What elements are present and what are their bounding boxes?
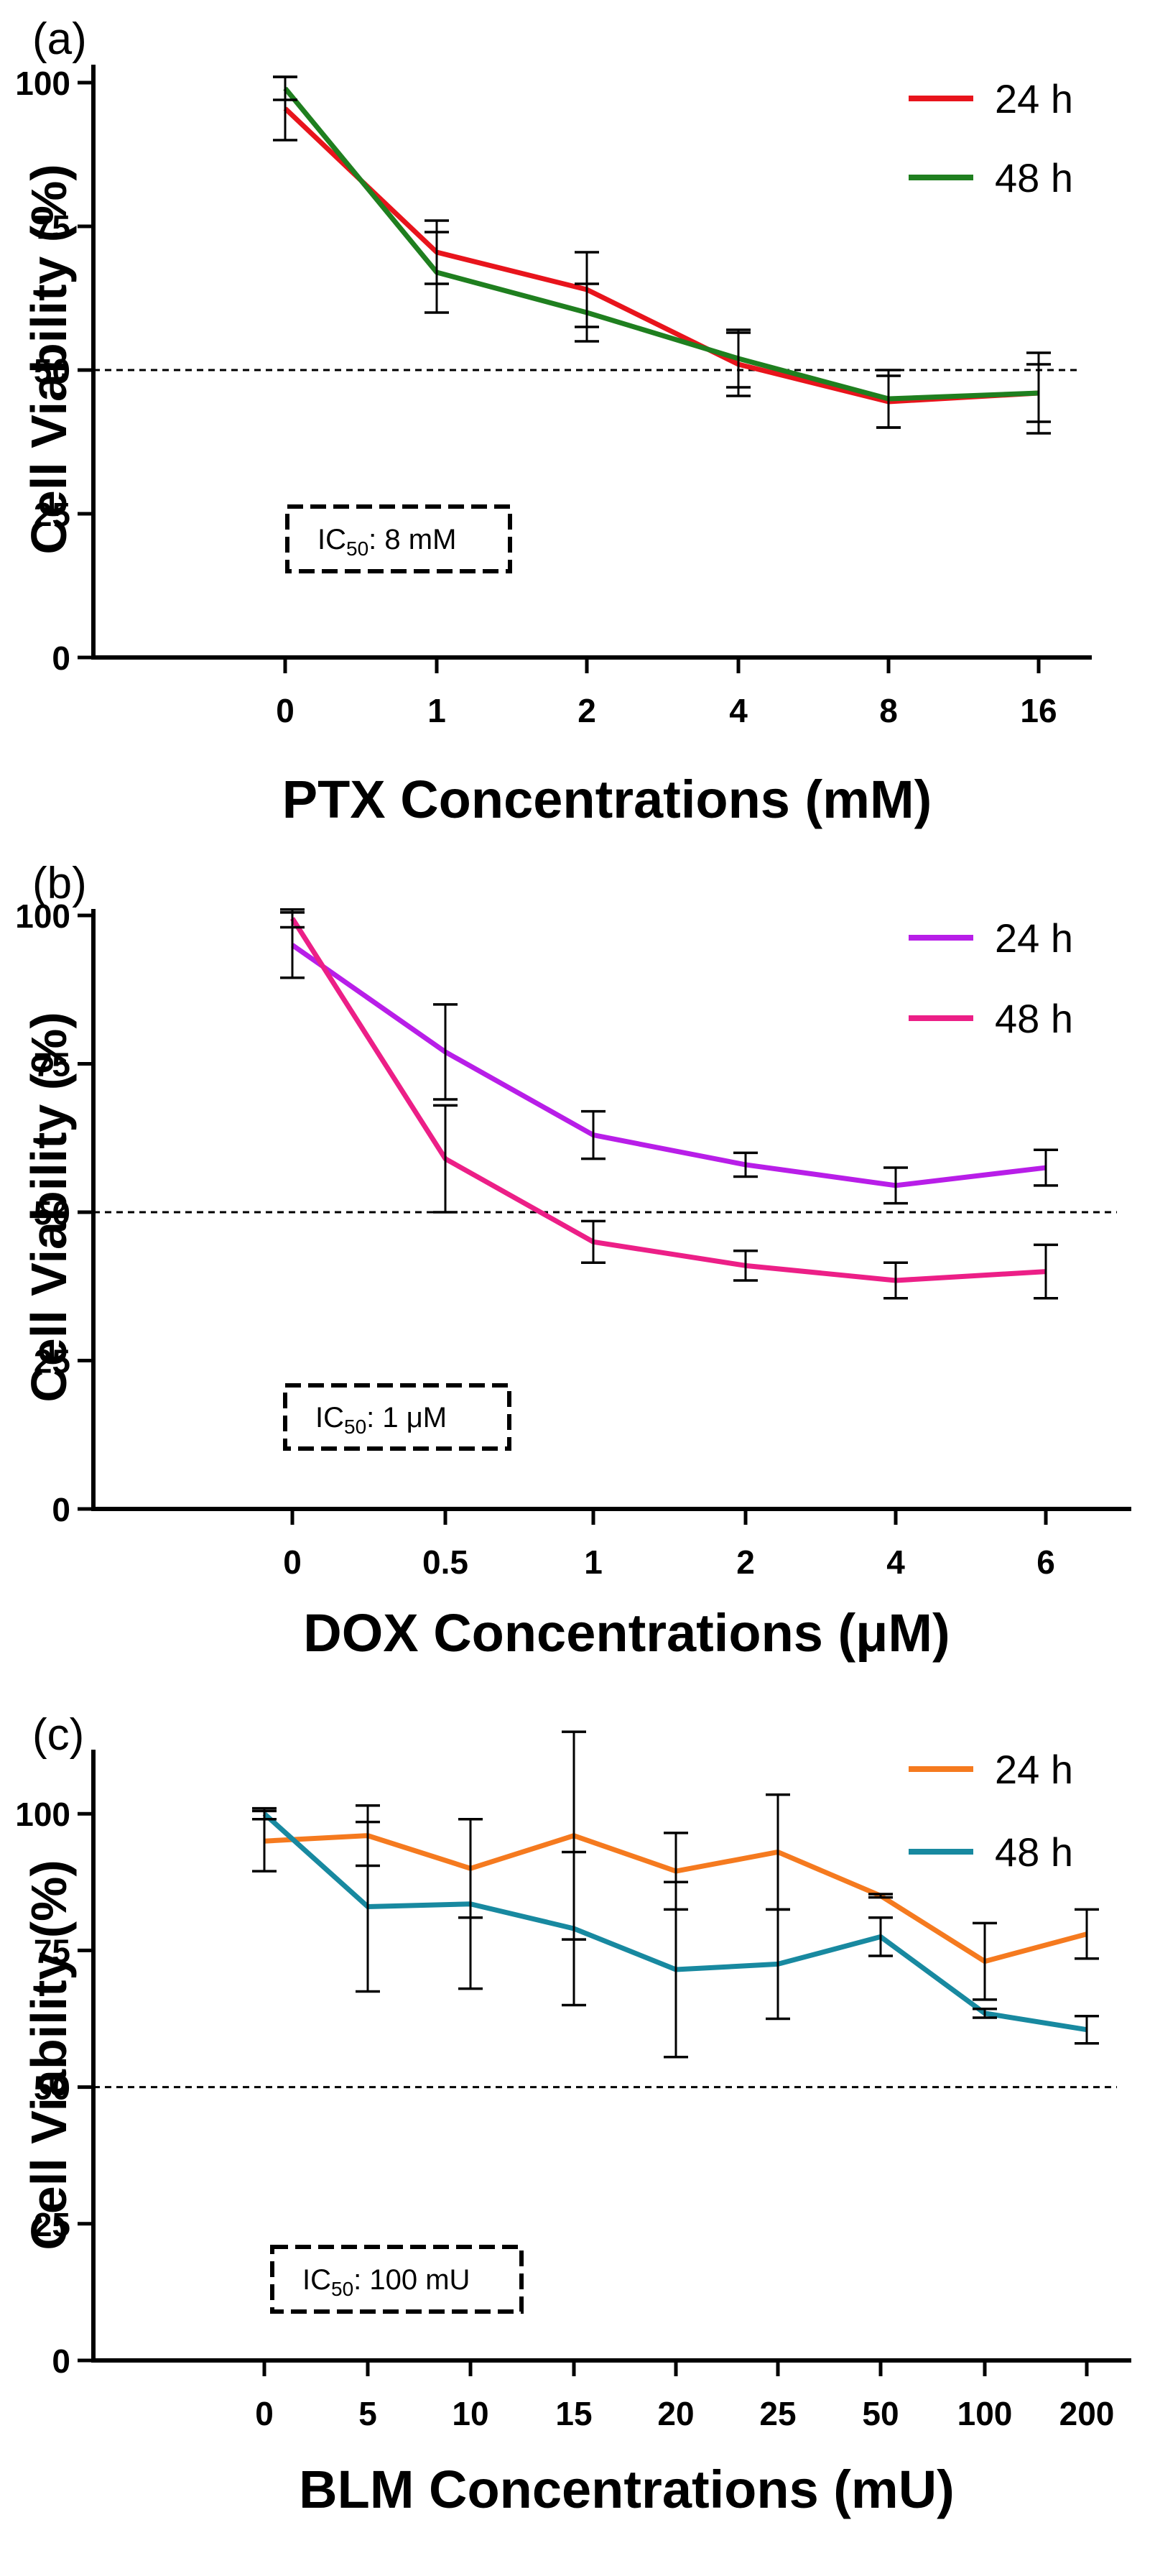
- y-tick-label: 100: [15, 65, 70, 102]
- ic50-annotation: IC50: 1 μM: [315, 1402, 447, 1438]
- error-bar: [868, 1894, 893, 1898]
- x-tick-label: 0.5: [422, 1543, 468, 1581]
- x-tick-label: 4: [886, 1543, 905, 1581]
- x-axis-title: BLM Concentrations (mU): [299, 2460, 955, 2519]
- legend-label: 24 h: [995, 915, 1073, 961]
- series-line-24h: [285, 109, 1039, 402]
- x-tick-label: 15: [555, 2395, 592, 2432]
- y-tick-label: 100: [15, 897, 70, 935]
- y-tick-label: 100: [15, 1796, 70, 1833]
- ic50-suffix: : 100 mU: [353, 2264, 470, 2296]
- x-tick-label: 10: [452, 2395, 488, 2432]
- ic50-suffix: : 8 mM: [368, 524, 456, 555]
- legend-label: 48 h: [995, 996, 1073, 1041]
- ic50-suffix: : 1 μM: [366, 1402, 447, 1434]
- x-tick-label: 0: [276, 692, 294, 729]
- x-tick-label: 25: [759, 2395, 796, 2432]
- ic50-prefix: IC: [317, 524, 346, 555]
- x-tick-label: 6: [1036, 1543, 1055, 1581]
- ic50-subscript: 50: [344, 1416, 366, 1438]
- x-tick-label: 16: [1020, 692, 1057, 729]
- x-tick-label: 4: [729, 692, 748, 729]
- ic50-prefix: IC: [315, 1402, 344, 1434]
- ic50-subscript: 50: [346, 537, 368, 560]
- x-tick-label: 1: [584, 1543, 603, 1581]
- x-tick-label: 20: [657, 2395, 694, 2432]
- legend-label: 24 h: [995, 76, 1073, 121]
- x-tick-label: 50: [862, 2395, 899, 2432]
- y-tick-label: 0: [52, 2342, 70, 2380]
- legend-label: 48 h: [995, 155, 1073, 200]
- ic50-subscript: 50: [331, 2278, 353, 2300]
- series-line-24h: [292, 945, 1046, 1186]
- x-tick-label: 0: [283, 1543, 302, 1581]
- series-line-48h: [285, 88, 1039, 399]
- error-bar: [433, 1005, 458, 1099]
- y-axis-title: Cell Viability (%): [21, 1860, 77, 2250]
- x-tick-label: 100: [957, 2395, 1013, 2432]
- series-line-48h: [292, 918, 1046, 1280]
- ic50-prefix: IC: [302, 2264, 331, 2296]
- x-tick-label: 1: [427, 692, 446, 729]
- x-tick-label: 2: [736, 1543, 755, 1581]
- y-axis-title: Cell Viability (%): [21, 1012, 77, 1402]
- x-tick-label: 5: [358, 2395, 377, 2432]
- y-axis-title: Cell Viability (%): [21, 164, 77, 554]
- error-bar: [433, 1105, 458, 1212]
- legend-label: 48 h: [995, 1829, 1073, 1875]
- y-tick-label: 0: [52, 1491, 70, 1528]
- panel-label: (c): [32, 1710, 84, 1760]
- x-tick-label: 0: [255, 2395, 274, 2432]
- x-axis-title: PTX Concentrations (mM): [282, 770, 932, 829]
- x-axis-title: DOX Concentrations (μM): [303, 1603, 950, 1663]
- ic50-annotation: IC50: 8 mM: [317, 524, 456, 560]
- legend-label: 24 h: [995, 1747, 1073, 1792]
- x-tick-label: 8: [879, 692, 898, 729]
- ic50-annotation: IC50: 100 mU: [302, 2264, 470, 2300]
- y-tick-label: 0: [52, 640, 70, 677]
- x-tick-label: 200: [1059, 2395, 1115, 2432]
- x-tick-label: 2: [578, 692, 596, 729]
- panel-label: (a): [32, 14, 87, 64]
